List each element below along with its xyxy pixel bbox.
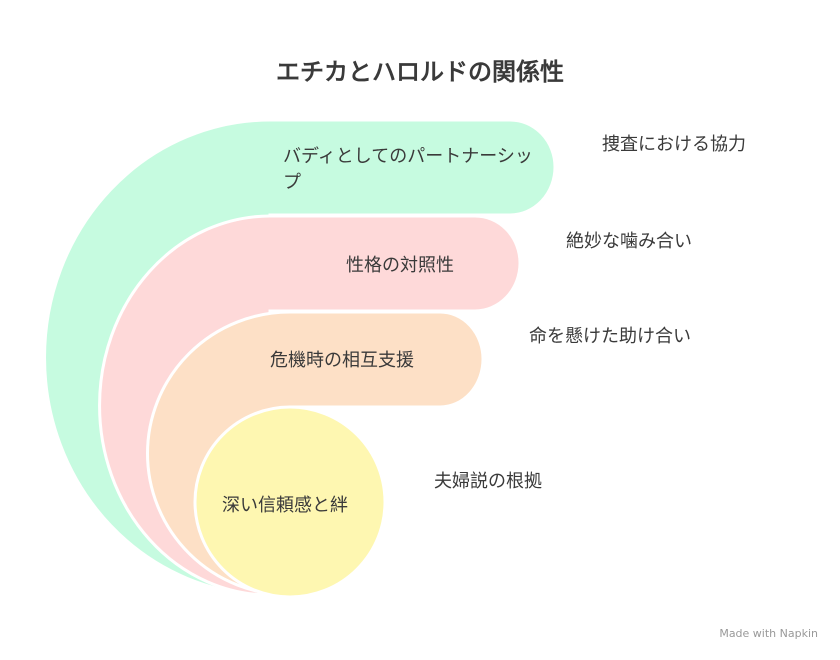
- layer-label: 性格の対照性: [346, 255, 454, 276]
- layer-description: 捜査における協力: [602, 134, 746, 155]
- layer-description: 絶妙な噛み合い: [566, 231, 692, 252]
- footer: Made with Napkin: [719, 627, 818, 640]
- layer-description: 夫婦説の根拠: [434, 471, 542, 492]
- layer-label: 深い信頼感と絆: [222, 495, 348, 516]
- layer-label: 危機時の相互支援: [270, 350, 414, 371]
- layer-shape: [193, 405, 387, 599]
- layer-description: 命を懸けた助け合い: [529, 326, 691, 347]
- layer-label: バディとしてのパートナーシップ: [283, 146, 533, 193]
- title: エチカとハロルドの関係性: [276, 58, 564, 86]
